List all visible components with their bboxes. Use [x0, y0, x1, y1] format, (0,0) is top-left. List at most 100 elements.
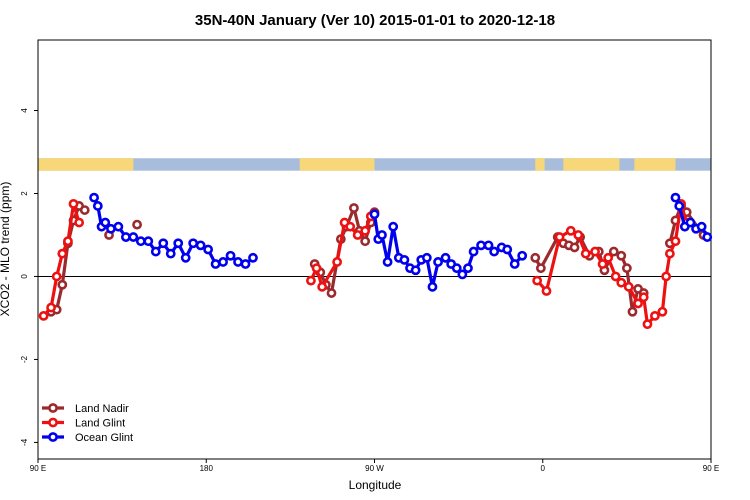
data-point-land-nadir: [530, 252, 541, 263]
data-point-land-glint: [670, 236, 681, 247]
y-tick-label: -2: [20, 355, 29, 363]
legend-item-land-nadir: Land Nadir: [42, 403, 129, 415]
x-tick-label: 90 W: [365, 464, 384, 473]
data-point-land-glint: [650, 310, 660, 321]
data-point-land-nadir: [569, 242, 580, 253]
data-point-land-glint: [580, 248, 591, 259]
x-axis: 90 E 180 90 W 0 90 E: [30, 459, 719, 473]
data-point-land-glint: [51, 271, 62, 282]
x-tick-label: 90 E: [30, 464, 46, 473]
land-segment: [299, 158, 375, 171]
data-point-ocean-glint: [399, 254, 410, 265]
land-ocean-strip: [38, 158, 711, 171]
series-ocean-glint: [89, 192, 713, 292]
data-point-land-glint: [642, 319, 653, 330]
data-point-land-glint: [657, 306, 668, 317]
data-point-land-glint: [664, 248, 675, 259]
data-point-ocean-glint: [369, 209, 380, 220]
data-point-ocean-glint: [427, 281, 438, 292]
data-point-land-nadir: [627, 306, 638, 317]
x-tick-label: 90 E: [703, 464, 719, 473]
legend: Land Nadir Land Glint Ocean Glint: [42, 403, 133, 444]
data-point-ocean-glint: [92, 201, 103, 211]
data-point-ocean-glint: [120, 232, 131, 242]
data-point-ocean-glint: [457, 269, 468, 280]
chart-title: 35N-40N January (Ver 10) 2015-01-01 to 2…: [195, 12, 555, 29]
data-point-land-glint: [573, 230, 584, 240]
data-point-ocean-glint: [502, 244, 513, 255]
land-segment: [563, 158, 620, 171]
data-point-ocean-glint: [210, 259, 221, 269]
series-line-land-glint: [535, 202, 689, 326]
legend-label: Land Glint: [75, 418, 125, 430]
data-point-land-nadir: [132, 219, 142, 230]
data-point-land-glint: [46, 302, 56, 313]
data-point-ocean-glint: [509, 259, 520, 269]
data-point-land-glint: [360, 225, 371, 236]
data-point-ocean-glint: [218, 257, 228, 267]
data-point-ocean-glint: [670, 192, 681, 203]
data-point-land-glint: [565, 225, 576, 236]
data-point-ocean-glint: [89, 192, 99, 203]
data-point-ocean-glint: [433, 257, 443, 267]
data-point-ocean-glint: [188, 238, 199, 249]
data-point-ocean-glint: [233, 257, 243, 267]
data-point-land-nadir: [608, 246, 619, 257]
data-point-ocean-glint: [377, 230, 387, 240]
y-tick-label: 4: [20, 108, 29, 113]
data-point-ocean-glint: [388, 221, 399, 232]
data-point-land-nadir: [79, 205, 90, 215]
land-segment: [535, 158, 545, 171]
data-point-ocean-glint: [685, 217, 696, 228]
data-point-land-glint: [352, 230, 363, 240]
data-point-land-glint: [63, 236, 73, 247]
data-point-land-glint: [638, 292, 649, 303]
data-point-ocean-glint: [382, 257, 393, 267]
data-point-land-glint: [623, 281, 634, 292]
data-point-ocean-glint: [248, 252, 258, 263]
data-point-land-nadir: [360, 236, 371, 247]
legend-item-ocean-glint: Ocean Glint: [42, 432, 133, 444]
data-point-ocean-glint: [702, 232, 713, 242]
y-axis-label: XCO2 - MLO trend (ppm): [0, 182, 12, 317]
data-point-ocean-glint: [165, 248, 176, 259]
data-point-land-glint: [616, 277, 627, 288]
data-point-ocean-glint: [100, 217, 111, 228]
data-point-land-glint: [554, 232, 565, 242]
data-point-ocean-glint: [135, 236, 146, 247]
data-point-ocean-glint: [150, 246, 161, 257]
data-point-ocean-glint: [143, 236, 154, 247]
data-point-ocean-glint: [451, 263, 462, 274]
data-point-land-glint: [306, 275, 316, 286]
data-point-ocean-glint: [476, 240, 486, 251]
data-point-ocean-glint: [113, 221, 124, 232]
data-point-ocean-glint: [463, 263, 473, 274]
y-tick-label: -4: [20, 438, 29, 446]
series-layer: [38, 192, 713, 330]
data-point-ocean-glint: [195, 240, 206, 251]
legend-label: Land Nadir: [75, 403, 129, 415]
data-point-land-glint: [590, 246, 600, 257]
legend-marker: [48, 417, 58, 428]
data-point-ocean-glint: [225, 250, 236, 261]
data-point-ocean-glint: [240, 259, 251, 269]
data-point-ocean-glint: [468, 246, 479, 257]
data-point-land-glint: [317, 281, 328, 292]
legend-item-land-glint: Land Glint: [42, 418, 125, 430]
data-point-ocean-glint: [106, 223, 116, 234]
data-point-land-glint: [633, 298, 643, 309]
data-point-land-glint: [68, 198, 79, 209]
data-point-land-glint: [345, 221, 356, 232]
data-point-land-nadir: [616, 250, 627, 261]
data-point-ocean-glint: [203, 244, 214, 255]
y-tick-label: 2: [20, 191, 29, 196]
data-point-land-nadir: [57, 279, 68, 290]
x-axis-label: Longitude: [349, 478, 402, 492]
land-segment: [38, 158, 134, 171]
data-point-land-glint: [597, 259, 608, 269]
data-point-land-glint: [603, 252, 614, 263]
data-point-land-glint: [532, 275, 543, 286]
data-point-land-glint: [661, 271, 672, 282]
data-point-land-nadir: [349, 203, 359, 213]
data-point-land-glint: [38, 310, 49, 321]
